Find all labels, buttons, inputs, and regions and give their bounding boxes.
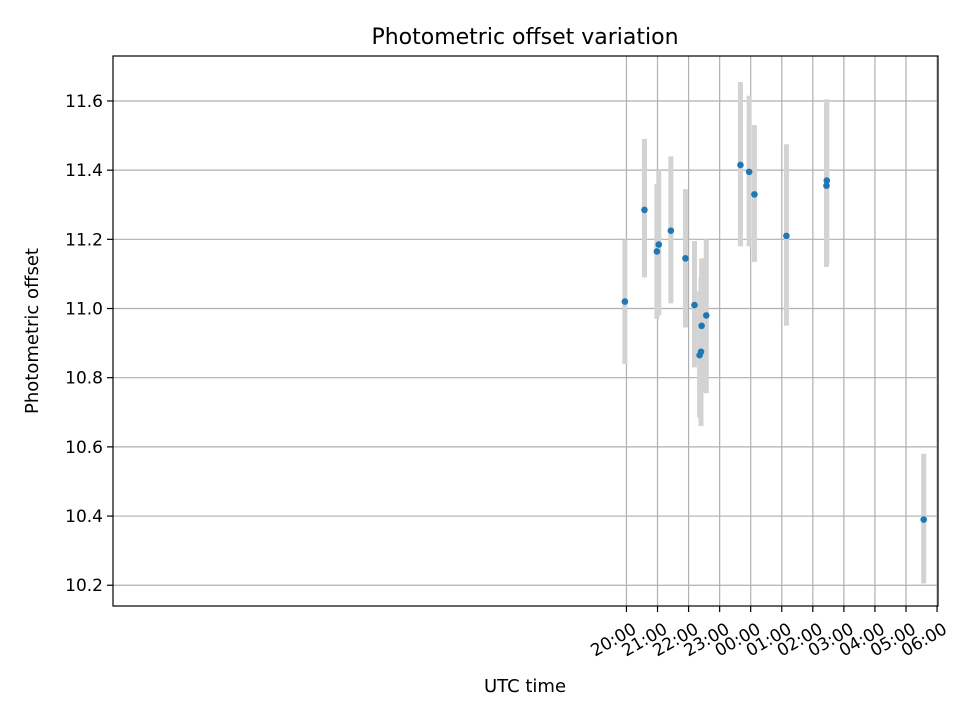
- y-tick-label: 11.6: [65, 92, 103, 112]
- x-axis-label: UTC time: [484, 676, 566, 697]
- point-layer: [621, 161, 928, 523]
- data-point: [698, 322, 705, 330]
- data-point: [783, 232, 790, 240]
- y-axis-label: Photometric offset: [22, 248, 43, 414]
- data-point: [920, 516, 928, 523]
- plot-frame: [112, 55, 939, 607]
- data-point: [697, 348, 705, 356]
- grid-layer: [113, 56, 938, 606]
- y-tick-label: 11.0: [65, 300, 103, 320]
- y-tick-label: 10.2: [65, 576, 103, 596]
- data-point: [823, 182, 830, 190]
- data-point: [745, 168, 753, 176]
- y-tick-label: 10.6: [65, 438, 103, 458]
- y-tick-label: 11.2: [65, 230, 103, 250]
- y-tick-label: 10.4: [65, 507, 103, 527]
- data-point: [653, 248, 661, 255]
- chart-title: Photometric offset variation: [371, 25, 678, 50]
- data-point: [667, 227, 675, 234]
- data-point: [823, 177, 831, 184]
- data-point: [691, 301, 698, 309]
- data-point: [682, 255, 689, 262]
- data-point: [737, 161, 744, 169]
- data-point: [641, 206, 648, 214]
- data-point: [621, 298, 629, 305]
- data-point: [702, 312, 710, 319]
- y-tick-label: 11.4: [65, 161, 103, 181]
- y-tick-label: 10.8: [65, 369, 103, 389]
- data-point: [655, 241, 663, 248]
- data-point: [751, 191, 758, 198]
